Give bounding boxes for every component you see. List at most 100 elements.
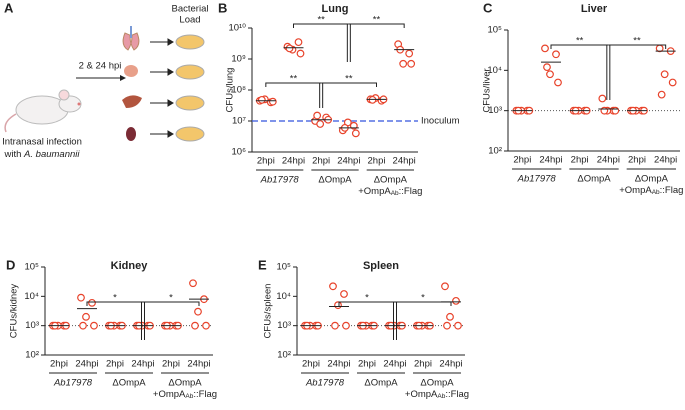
group-subline-part: ::Flag — [445, 389, 469, 400]
y-tick-label: 10² — [488, 146, 502, 157]
group-subline-part: +OmpA — [153, 389, 186, 400]
data-point — [82, 312, 90, 321]
group-subline-part: ::Flag — [660, 185, 684, 196]
data-point — [296, 49, 305, 58]
panel-a: A Bacterial Load 2 & 24 hpi Intranasal i… — [2, 0, 208, 159]
panel: C Liver CFUs/liver 10² 10³ 10⁴ 10⁵ 2hpi 24hpi 2hp… — [482, 0, 684, 195]
panel: D Kidney CFUs/kidney 10² 10³ 10⁴ 10⁵ 2hpi 24hpi 2… — [6, 257, 217, 399]
reference-label: Inoculum — [421, 116, 460, 127]
data-point — [316, 120, 325, 128]
significance: * — [421, 293, 425, 304]
group-label: ΔOmpA — [374, 175, 408, 186]
significance: * — [169, 293, 173, 304]
x-tick-label: 24hpi — [282, 156, 305, 167]
y-tick-label: 10² — [277, 350, 291, 361]
data-point — [313, 111, 322, 120]
data-point — [454, 321, 462, 330]
group-subline-part: Ab — [391, 190, 399, 197]
y-tick-label: 10⁴ — [276, 291, 291, 302]
data-point — [77, 293, 85, 302]
group-label: ΔOmpA — [318, 175, 352, 186]
significance: ** — [576, 36, 584, 47]
data-point — [268, 97, 277, 106]
y-tick-label: 10⁵ — [276, 262, 291, 273]
group-label: ΔOmpA — [364, 378, 398, 389]
group-subline: +OmpAAb::Flag — [153, 389, 217, 400]
x-tick-label: 2hpi — [257, 156, 275, 167]
group-subline-part: Ab — [437, 393, 445, 400]
x-tick-label: 24hpi — [131, 359, 154, 370]
panel-label: C — [483, 0, 493, 15]
group-label: Ab17978 — [305, 378, 345, 389]
x-tick-label: 24hpi — [597, 155, 620, 166]
x-tick-label: 24hpi — [337, 156, 360, 167]
group-subline-part: +OmpA — [358, 186, 391, 197]
group-label: ΔOmpA — [635, 174, 669, 185]
time-label: 2 & 24 hpi — [79, 61, 122, 72]
bracket — [395, 301, 452, 306]
significance: * — [365, 293, 369, 304]
y-axis-label: CFUs/spleen — [263, 284, 274, 339]
data-point — [546, 70, 554, 79]
panel: B Lung CFUs/lung 10⁶ 10⁷ 10⁸ 10⁹ 10¹⁰ Inoculum 2h… — [218, 0, 460, 196]
group-label: ΔOmpA — [168, 378, 202, 389]
group-subline: +OmpAAb::Flag — [405, 389, 469, 400]
x-tick-label: 24hpi — [187, 359, 210, 370]
data-point — [90, 321, 98, 330]
group-subline-part: +OmpA — [619, 185, 652, 196]
significance: * — [113, 293, 117, 304]
chart-title: Lung — [322, 3, 349, 15]
x-tick-label: 2hpi — [571, 155, 589, 166]
data-point — [329, 282, 337, 291]
group-label: ΔOmpA — [577, 174, 611, 185]
chart-title: Liver — [581, 3, 608, 15]
significance: ** — [290, 74, 298, 85]
significance: ** — [633, 36, 641, 47]
group-subline-part: +OmpA — [405, 389, 438, 400]
y-tick-label: 10⁴ — [24, 291, 39, 302]
group-subline-part: Ab — [185, 393, 193, 400]
y-tick-label: 10⁵ — [24, 262, 39, 273]
x-tick-label: 24hpi — [439, 359, 462, 370]
bracket — [321, 82, 377, 87]
y-tick-label: 10² — [25, 350, 39, 361]
x-tick-label: 2hpi — [628, 155, 646, 166]
x-tick-label: 2hpi — [358, 359, 376, 370]
caption: with A. baumannii — [4, 149, 81, 160]
x-tick-label: 2hpi — [513, 155, 531, 166]
data-point — [399, 59, 408, 68]
x-tick-label: 24hpi — [393, 156, 416, 167]
y-tick-label: 10⁶ — [232, 147, 247, 158]
bracket — [143, 301, 200, 306]
group-label: Ab17978 — [260, 175, 300, 186]
significance: ** — [373, 15, 381, 26]
data-point — [600, 106, 609, 115]
bracket — [293, 23, 349, 28]
data-point — [657, 90, 666, 99]
bracket — [265, 82, 322, 87]
chart-title: Kidney — [111, 260, 149, 272]
petri-dishes — [175, 34, 205, 142]
y-tick-label: 10³ — [25, 320, 39, 331]
data-point — [407, 59, 416, 68]
arrows — [150, 38, 174, 138]
x-tick-label: 2hpi — [162, 359, 180, 370]
mouse — [4, 89, 82, 133]
y-axis-label: CFUs/liver — [482, 68, 493, 112]
bracket — [348, 23, 405, 28]
data-point — [334, 301, 342, 310]
data-point — [342, 321, 350, 330]
panel-label: B — [218, 0, 227, 15]
group-subline-part: ::Flag — [399, 186, 423, 197]
data-point — [294, 38, 303, 47]
x-tick-label: 2hpi — [414, 359, 432, 370]
panel-label: E — [258, 257, 267, 272]
x-tick-label: 2hpi — [368, 156, 386, 167]
x-tick-label: 2hpi — [106, 359, 124, 370]
data-point — [351, 129, 360, 138]
x-tick-label: 2hpi — [50, 359, 68, 370]
x-tick-label: 2hpi — [312, 156, 330, 167]
significance: ** — [345, 74, 353, 85]
